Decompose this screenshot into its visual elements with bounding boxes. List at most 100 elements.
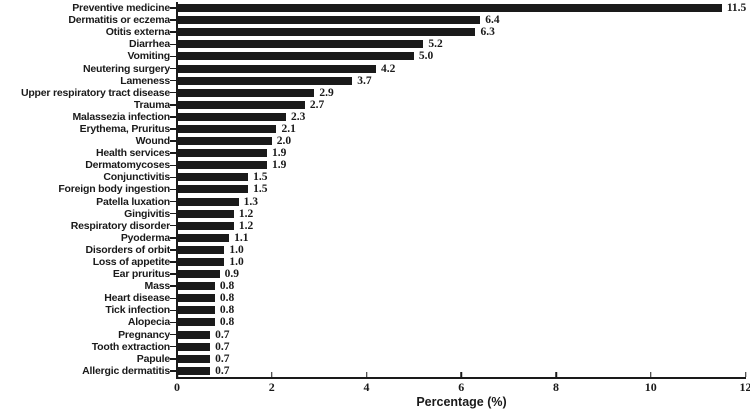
chart-row: Tooth extraction 0.7: [0, 341, 750, 353]
value-label: 1.0: [229, 243, 244, 256]
bar: [177, 258, 225, 267]
value-label: 3.7: [357, 74, 372, 87]
bar: [177, 294, 215, 303]
y-axis-tick: [170, 200, 177, 203]
y-axis-tick: [170, 273, 177, 275]
y-axis-tick: [170, 7, 177, 9]
chart-row: Dermatitis or eczema 6.4: [0, 14, 750, 26]
category-label: Health services: [95, 147, 170, 160]
chart-row: Respiratory disorder 1.2: [0, 220, 750, 232]
category-label: Trauma: [133, 98, 170, 111]
category-label: Upper respiratory tract disease: [20, 86, 170, 99]
category-label: Dermatomycoses: [85, 159, 170, 172]
bar: [177, 52, 414, 61]
y-axis-tick: [170, 152, 177, 154]
value-label: 5.2: [428, 38, 443, 51]
chart-row: Wound 2.0: [0, 135, 750, 147]
value-label: 5.0: [418, 50, 434, 63]
y-axis-tick: [170, 261, 177, 263]
chart-row: Mass 0.8: [0, 280, 750, 292]
chart-row: Tick infection 0.8: [0, 304, 750, 316]
value-label: 4.2: [380, 62, 396, 75]
bar: [177, 149, 267, 158]
bar: [177, 342, 211, 351]
x-axis-tick: [650, 372, 652, 377]
category-label: Heart disease: [104, 292, 170, 305]
category-label: Malassezia infection: [72, 110, 170, 123]
chart-row: Papule 0.7: [0, 353, 750, 365]
bar: [177, 366, 211, 375]
y-axis-tick: [170, 140, 177, 142]
y-axis-tick: [170, 370, 177, 372]
bar: [177, 40, 424, 49]
bar: [177, 282, 215, 291]
y-axis-tick: [170, 116, 177, 118]
category-label: Mass: [144, 280, 171, 293]
x-axis-tick: [176, 372, 178, 377]
category-label: Neutering surgery: [82, 62, 170, 75]
value-label: 6.3: [480, 26, 495, 39]
bar: [177, 330, 211, 339]
y-axis-tick: [170, 309, 177, 312]
category-label: Papule: [136, 352, 170, 365]
bar: [177, 221, 234, 230]
x-tick-label: 4: [363, 380, 370, 394]
bar: [177, 112, 286, 121]
category-label: Diarrhea: [128, 38, 170, 51]
chart-row: Foreign body ingestion 1.5: [0, 183, 750, 195]
bar: [177, 16, 481, 25]
value-label: 2.9: [319, 86, 334, 99]
y-axis-tick: [170, 104, 177, 106]
value-label: 1.9: [272, 147, 287, 160]
bar: [177, 88, 315, 97]
x-axis-tick: [460, 372, 462, 377]
x-tick-label: 8: [553, 380, 559, 394]
value-label: 0.8: [219, 292, 235, 305]
y-axis-tick: [170, 224, 177, 227]
y-axis-tick: [170, 176, 177, 179]
value-label: 0.9: [224, 268, 239, 281]
y-axis-tick: [170, 128, 177, 130]
y-axis-tick: [170, 31, 177, 33]
chart-row: Neutering surgery 4.2: [0, 62, 750, 75]
y-axis-tick: [170, 321, 177, 324]
chart-row: Erythema, Pruritus 2.1: [0, 123, 750, 135]
category-label: Loss of appetite: [92, 256, 171, 269]
bar: [177, 4, 722, 13]
value-label: 0.7: [215, 340, 230, 353]
value-label: 0.8: [219, 280, 235, 293]
bar: [177, 209, 234, 218]
value-label: 11.5: [726, 2, 747, 15]
category-label: Pyoderma: [120, 231, 170, 244]
chart-row: Conjunctivitis 1.5: [0, 171, 750, 183]
value-label: 6.4: [485, 14, 500, 27]
category-label: Wound: [135, 135, 171, 148]
y-axis-tick: [170, 249, 177, 251]
y-axis-tick: [170, 333, 177, 336]
chart-row: Malassezia infection 2.3: [0, 111, 750, 123]
y-axis-tick: [170, 237, 177, 239]
category-label: Pregnancy: [118, 328, 170, 341]
value-label: 1.5: [253, 183, 268, 196]
bar: [177, 233, 230, 242]
x-axis-tick: [555, 372, 557, 377]
bar-rows: Preventive medicine 11.5 Dermatitis or ecz…: [0, 2, 750, 377]
y-axis-tick: [170, 79, 177, 82]
category-label: Erythema, Pruritus: [79, 122, 171, 135]
chart-row: Health services 1.9: [0, 147, 750, 159]
bar: [177, 76, 353, 85]
value-label: 2.1: [281, 122, 296, 135]
y-axis-tick: [170, 212, 177, 215]
x-axis-title: Percentage (%): [416, 395, 507, 409]
category-label: Alopecia: [127, 316, 170, 329]
chart-row: Vomiting 5.0: [0, 50, 750, 62]
x-tick-label: 10: [644, 380, 657, 394]
category-label: Respiratory disorder: [70, 219, 170, 232]
category-label: Lameness: [120, 74, 170, 87]
chart-row: Dermatomycoses 1.9: [0, 159, 750, 171]
x-tick-label: 0: [174, 380, 180, 394]
category-label: Allergic dermatitis: [82, 364, 170, 377]
value-label: 2.7: [309, 98, 325, 111]
category-label: Otitis externa: [105, 26, 171, 39]
bar: [177, 318, 215, 327]
